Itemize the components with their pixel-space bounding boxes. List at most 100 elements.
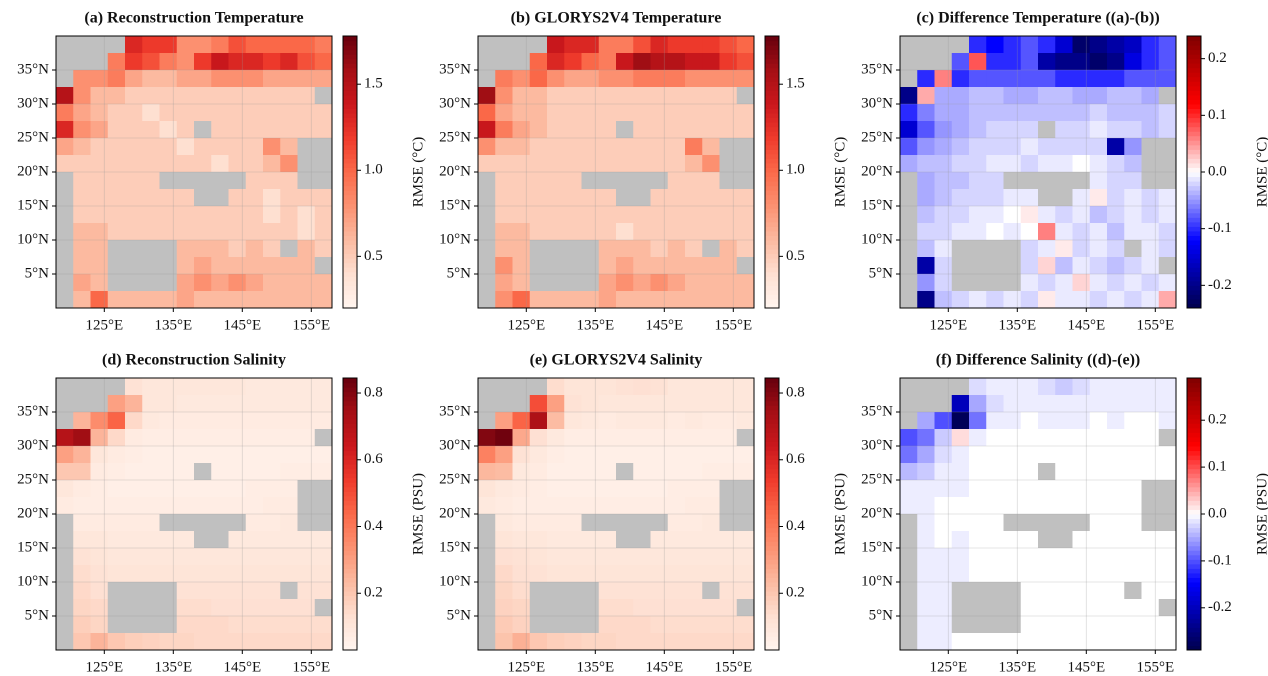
cell [598, 633, 617, 651]
cell [1124, 155, 1142, 173]
colorbar-tick-label: -0.2 [1208, 599, 1232, 615]
cell [280, 429, 298, 447]
colorbar-band [765, 217, 779, 223]
cell [512, 412, 531, 430]
cell [495, 87, 513, 105]
colorbar-band [1187, 514, 1201, 520]
cell [702, 87, 720, 105]
colorbar-band [765, 244, 779, 250]
cell [969, 429, 987, 447]
cell [1107, 497, 1125, 515]
x-tick-label: 145°E [1067, 317, 1105, 333]
cell [263, 274, 281, 292]
cell [1089, 138, 1108, 156]
cell [1003, 446, 1022, 464]
cell [951, 121, 970, 139]
colorbar-band [343, 235, 357, 241]
missing-cell [529, 274, 548, 292]
missing-cell [900, 616, 918, 634]
missing-cell [736, 429, 755, 447]
cell [529, 480, 548, 498]
cell [142, 531, 160, 549]
colorbar-band [765, 455, 779, 461]
cell [1003, 463, 1022, 481]
cell [564, 104, 582, 122]
x-tick-label: 145°E [1067, 659, 1105, 675]
missing-cell [1055, 514, 1073, 532]
cell [616, 412, 634, 430]
cell [685, 446, 703, 464]
cell [547, 206, 565, 224]
cell [176, 274, 195, 292]
cell [142, 104, 160, 122]
missing-cell [616, 531, 634, 549]
cell [263, 257, 281, 275]
cell [1141, 36, 1160, 54]
colorbar-tick-label: -0.2 [1208, 277, 1232, 293]
cell [194, 240, 212, 258]
colorbar-band [343, 387, 357, 393]
cell [263, 240, 281, 258]
colorbar-band [765, 550, 779, 556]
cell [73, 121, 91, 139]
cell [736, 548, 755, 566]
colorbar-band [1187, 276, 1201, 282]
colorbar-band [343, 446, 357, 452]
colorbar-band [1187, 162, 1201, 168]
cell [616, 582, 634, 600]
cell [719, 565, 738, 583]
cell [564, 378, 582, 396]
cell [667, 257, 686, 275]
cell [1003, 138, 1022, 156]
missing-cell [616, 189, 634, 207]
cell [1124, 172, 1142, 190]
cell [90, 616, 109, 634]
colorbar-band [765, 276, 779, 282]
colorbar-band [765, 221, 779, 227]
cell [1072, 463, 1091, 481]
cell [297, 548, 316, 566]
colorbar-band [765, 491, 779, 497]
cell [917, 548, 935, 566]
cell [667, 240, 686, 258]
cell [211, 121, 229, 139]
cell [1158, 582, 1177, 600]
cell [934, 582, 953, 600]
cell [951, 497, 970, 515]
cell [228, 497, 247, 515]
colorbar-label: RMSE (PSU) [832, 473, 848, 555]
cell [685, 172, 703, 190]
cell [702, 633, 720, 651]
missing-cell [529, 257, 548, 275]
cell [529, 223, 548, 241]
missing-cell [1038, 189, 1056, 207]
cell [1072, 138, 1091, 156]
cell [702, 274, 720, 292]
cell [685, 548, 703, 566]
cell [529, 531, 548, 549]
missing-cell [107, 582, 126, 600]
cell [159, 497, 178, 515]
cell [107, 70, 126, 88]
colorbar-tick-label: 1.0 [786, 162, 805, 178]
missing-cell [900, 633, 918, 651]
missing-cell [986, 240, 1004, 258]
cell [263, 378, 281, 396]
cell [194, 497, 212, 515]
colorbar-band [1187, 117, 1201, 123]
colorbar-band [343, 559, 357, 565]
cell [73, 240, 91, 258]
plot-frame [477, 377, 755, 651]
colorbar-band [343, 609, 357, 615]
missing-cell [969, 616, 987, 634]
missing-cell [478, 412, 496, 430]
cell [969, 565, 987, 583]
cell [159, 138, 178, 156]
cell [1003, 565, 1022, 583]
colorbar-band [1187, 532, 1201, 538]
missing-cell [1141, 138, 1160, 156]
cell [1141, 599, 1160, 617]
cell [314, 274, 333, 292]
cell [564, 155, 582, 173]
cell [245, 104, 264, 122]
